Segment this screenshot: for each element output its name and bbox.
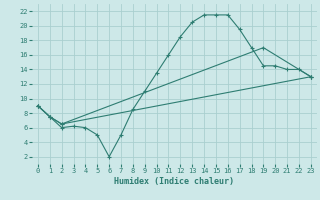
X-axis label: Humidex (Indice chaleur): Humidex (Indice chaleur) <box>115 177 234 186</box>
